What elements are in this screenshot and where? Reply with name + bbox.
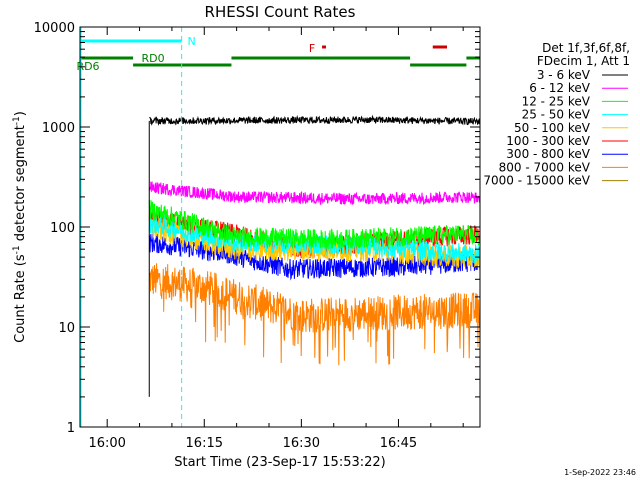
legend-header-line-2: FDecim 1, Att 1 [537,54,630,68]
annotation-f: F [309,42,315,55]
legend-label: 3 - 6 keV [537,68,591,82]
plot-frame [79,26,481,428]
legend-label: 300 - 800 keV [506,147,590,161]
legend: Det 1f,3f,6f,8f, FDecim 1, Att 1 3 - 6 k… [483,41,630,188]
x-tick-label: 16:30 [283,436,320,451]
x-tick-label: 16:15 [186,436,223,451]
x-tick-label: 16:45 [380,436,417,451]
series-lines [148,114,481,397]
y-tick-label: 1000 [42,121,75,136]
legend-label: 25 - 50 keV [522,108,591,122]
legend-label: 50 - 100 keV [514,121,591,135]
y-tick-label: 1 [67,421,75,436]
annotation-rd0: RD0 [142,52,165,65]
x-axis-label: Start Time (23-Sep-17 15:53:22) [174,455,385,470]
legend-header-line-1: Det 1f,3f,6f,8f, [542,41,630,55]
series-line-0 [148,114,481,126]
legend-label: 800 - 7000 keV [499,160,591,174]
x-axis-ticks: 16:00 16:15 16:30 16:45 [88,27,464,451]
y-tick-label: 100 [50,221,75,236]
legend-label: 100 - 300 keV [506,134,590,148]
series-line-7 [148,263,481,366]
annotation-n: N [188,35,196,48]
series-line-2 [148,199,481,250]
legend-label: 12 - 25 keV [522,94,591,108]
attenuator-flag-bars: N RD0 RD6 F [76,35,480,73]
y-tick-label: 10000 [34,21,75,36]
x-tick-label: 16:00 [88,436,125,451]
y-axis-ticks: 1 10 100 1000 10000 [34,21,480,436]
y-tick-label: 10 [58,321,75,336]
orbit-markers [80,27,481,427]
legend-label: 6 - 12 keV [529,81,591,95]
legend-label: 7000 - 15000 keV [483,174,590,188]
annotation-rd6: RD6 [76,60,99,73]
chart-title: RHESSI Count Rates [205,3,356,21]
generation-timestamp: 1-Sep-2022 23:46 [564,468,636,477]
y-axis-label: Count Rate (s-1 detector segment-1) [12,111,28,343]
series-line-1 [148,180,481,206]
